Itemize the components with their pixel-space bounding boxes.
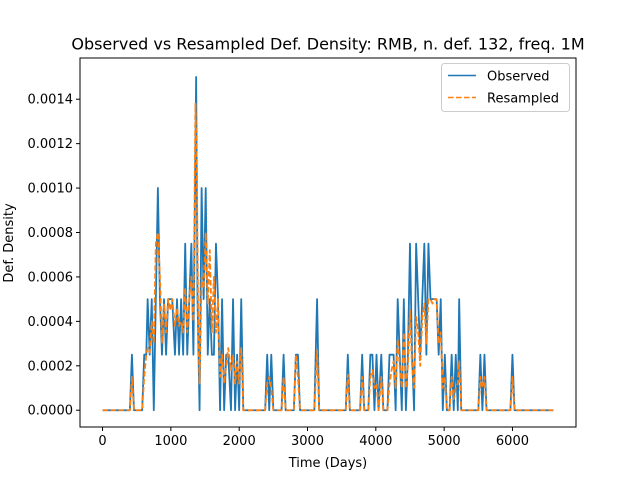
y-tick-label-0: 0.0000 [28,404,74,419]
y-tick-label-7: 0.0014 [28,93,74,108]
x-tick-label-6: 6000 [496,434,529,449]
legend-label-observed: Observed [487,70,550,85]
x-tick-label-4: 4000 [359,434,392,449]
y-tick-label-5: 0.0010 [28,182,74,197]
y-tick-label-6: 0.0012 [28,137,74,152]
y-tick-label-4: 0.0008 [28,226,74,241]
series-line-resampled [102,102,554,412]
x-axis-label: Time (Days) [288,456,368,471]
x-tick-label-5: 5000 [428,434,461,449]
plot-area [102,76,554,412]
x-tick-label-2: 2000 [223,434,256,449]
y-tick-label-3: 0.0006 [28,270,74,285]
plot-frame [79,57,577,428]
legend-label-resampled: Resampled [487,92,559,107]
y-axis: 0.0000 0.0002 0.0004 0.0006 0.0008 0.0010 0.00… [28,93,80,419]
y-tick-label-1: 0.0002 [28,359,74,374]
x-tick-label-0: 0 [98,434,106,449]
y-tick-label-2: 0.0004 [28,315,74,330]
chart-title: Observed vs Resampled Def. Density: RMB,… [71,35,584,54]
y-axis-label: Def. Density [2,203,17,283]
legend: Observed Resampled [441,63,570,112]
x-tick-label-1: 1000 [154,434,187,449]
x-axis: 0 1000 2000 3000 4000 5000 6000 [98,427,529,449]
x-tick-label-3: 3000 [291,434,324,449]
